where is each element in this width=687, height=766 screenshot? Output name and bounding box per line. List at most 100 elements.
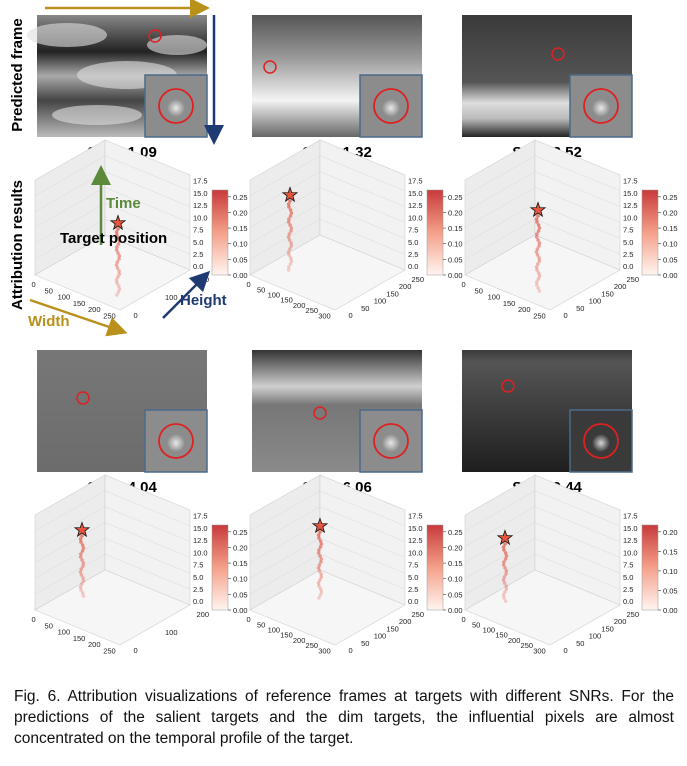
pane-grid	[534, 171, 621, 207]
pane-grid	[534, 490, 621, 527]
z-tick-label: 10.0	[408, 548, 423, 557]
attribution-point	[316, 581, 321, 585]
predicted-frame	[462, 350, 633, 473]
pane-grid	[534, 203, 621, 239]
z-tick-label: 15.0	[193, 524, 208, 533]
attribution-point	[502, 548, 506, 552]
y-tick-label: 0	[564, 646, 568, 655]
colorbar-tick-label: 0.05	[448, 590, 463, 599]
inset-circle	[373, 423, 409, 459]
x-tick-label: 100	[268, 625, 281, 634]
attribution-point	[114, 263, 119, 267]
colorbar	[641, 189, 659, 276]
attribution-point	[80, 591, 85, 595]
colorbar-tick-label: 0.15	[233, 559, 248, 568]
attribution-point	[534, 250, 539, 254]
cloud	[27, 23, 107, 47]
colorbar-tick-label: 0.00	[233, 271, 248, 280]
y-tick-label: 0	[349, 646, 353, 655]
attribution-point	[81, 594, 86, 598]
pane-grid	[534, 522, 621, 558]
z-tick-label: 0.0	[193, 597, 203, 606]
attribution-point	[79, 588, 83, 592]
attribution-point	[536, 277, 541, 281]
z-tick-label: 10.0	[623, 548, 638, 557]
z-tick-label: 2.5	[193, 250, 203, 259]
attribution-point	[288, 199, 292, 203]
y-tick-label: 250	[627, 610, 640, 619]
pane-grid	[104, 522, 191, 558]
attribution-point	[502, 596, 506, 600]
colorbar-tick-label: 0.10	[663, 567, 678, 576]
attribution-point	[534, 235, 539, 239]
attribution-point	[80, 534, 84, 538]
attribution-point	[535, 253, 540, 257]
x-tick-label: 150	[280, 296, 293, 305]
attribution-point	[537, 289, 542, 293]
pane-grid	[249, 506, 321, 547]
attribution-point	[78, 585, 83, 589]
x-tick-label: 0	[461, 280, 465, 289]
pane-grid	[104, 187, 191, 223]
attribution-point	[503, 557, 508, 561]
z-tick-label: 7.5	[408, 561, 418, 570]
y-tick-label: 0	[564, 311, 568, 320]
inset-circle	[158, 423, 194, 459]
attribution-point	[116, 290, 121, 294]
target-circle	[263, 60, 277, 74]
caption: Fig. 6. Attribution visualizations of re…	[14, 688, 674, 747]
row-label: Predicted frame	[9, 18, 26, 131]
y-tick-label: 100	[589, 297, 602, 306]
attribution-point	[534, 283, 539, 287]
attribution-plot: 05010015020025001002000.02.55.07.510.012…	[31, 139, 248, 320]
z-tick-label: 7.5	[623, 226, 633, 235]
pane-grid	[104, 506, 191, 542]
z-tick-label: 17.5	[408, 177, 423, 186]
attribution-point	[114, 278, 119, 282]
attribution-point	[318, 593, 323, 597]
attribution-point	[116, 251, 120, 255]
target-star	[311, 517, 329, 534]
x-tick-label: 100	[58, 628, 71, 637]
pane-grid	[34, 538, 106, 579]
attribution-point	[115, 260, 120, 264]
target-circle	[148, 29, 162, 43]
colorbar-tick-label: 0.15	[663, 547, 678, 556]
y-tick-label: 100	[165, 628, 178, 637]
pane-grid	[319, 490, 406, 527]
y-tick-label: 250	[412, 610, 425, 619]
z-tick-label: 12.5	[623, 536, 638, 545]
z-tick-label: 0.0	[623, 597, 633, 606]
attribution-point	[116, 284, 121, 288]
colorbar-tick-label: 0.25	[448, 193, 463, 202]
y-tick-label: 100	[589, 632, 602, 641]
attribution-point	[288, 256, 293, 260]
z-tick-label: 10.0	[408, 213, 423, 222]
attribution-point	[79, 552, 83, 556]
pane-grid	[104, 490, 191, 527]
width-label: Width	[28, 313, 70, 330]
attribution-point	[288, 214, 293, 218]
colorbar-tick-label: 0.15	[448, 559, 463, 568]
z-tick-label: 5.0	[623, 573, 633, 582]
attribution-point	[286, 235, 291, 239]
pane-grid	[319, 522, 406, 558]
target-star	[73, 521, 91, 538]
colorbar-tick-label: 0.20	[663, 208, 678, 217]
x-tick-label: 0	[246, 280, 250, 289]
x-tick-label: 200	[88, 640, 101, 649]
z-tick-label: 5.0	[408, 238, 418, 247]
attribution-point	[316, 533, 321, 537]
y-tick-label: 200	[399, 617, 412, 626]
time-label: Time	[106, 195, 141, 212]
y-tick-label: 200	[614, 617, 627, 626]
z-tick-label: 0.0	[408, 597, 418, 606]
x-tick-label: 250	[306, 306, 319, 315]
pane-grid	[34, 218, 106, 260]
attribution-point	[115, 293, 119, 297]
y-tick-label: 250	[627, 275, 640, 284]
colorbar-tick-label: 0.25	[663, 193, 678, 202]
